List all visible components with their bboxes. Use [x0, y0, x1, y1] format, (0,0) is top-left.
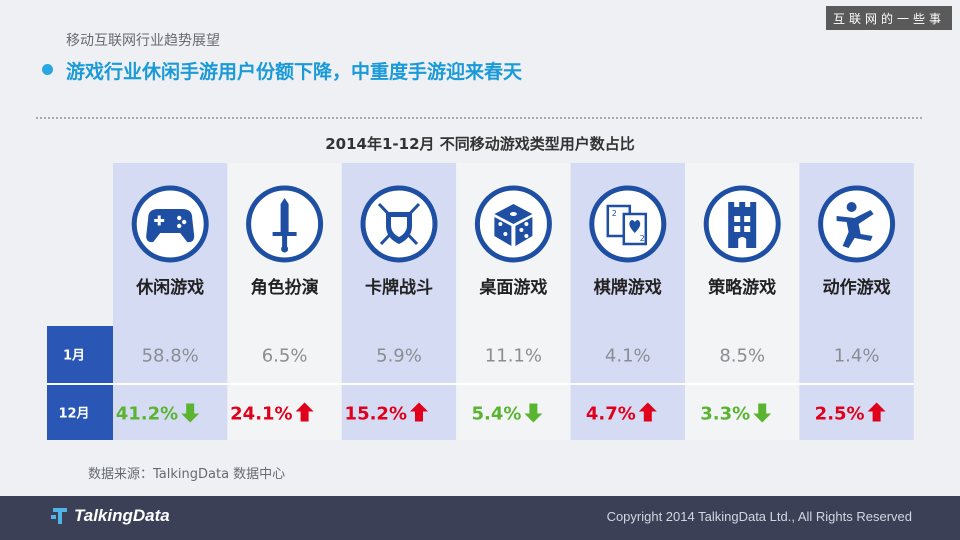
dice-icon [474, 185, 552, 263]
talkingdata-logo: TalkingData [50, 506, 170, 526]
row-label: 12月 [58, 407, 89, 422]
gamepad-icon [131, 185, 209, 263]
category-label: 休闲游戏 [135, 277, 204, 298]
row-label-cell [47, 326, 113, 383]
bullet-dot [42, 64, 53, 75]
svg-text:2: 2 [612, 209, 617, 218]
arrow-up-icon [867, 402, 886, 422]
row-separator [47, 383, 914, 385]
chart-title: 2014年1-12月 不同移动游戏类型用户数占比 [325, 135, 635, 153]
arrow-up-icon [638, 402, 657, 422]
jan-value-label: 6.5% [262, 346, 308, 367]
arrow-down-icon [753, 403, 772, 423]
copyright-text: Copyright 2014 TalkingData Ltd., All Rig… [606, 509, 912, 524]
jan-value-label: 5.9% [376, 346, 422, 367]
jan-value-label: 8.5% [719, 346, 765, 367]
arrow-down-icon [181, 403, 200, 423]
page-headline: 游戏行业休闲手游用户份额下降，中重度手游迎来春天 [66, 61, 523, 83]
playing-cards-icon: 22 [589, 185, 667, 263]
category-label: 桌面游戏 [479, 277, 547, 298]
category-label: 动作游戏 [823, 277, 891, 298]
dec-value-label: 2.5% [815, 404, 865, 425]
dec-value-label: 15.2% [345, 404, 407, 425]
castle-tower-icon [703, 185, 781, 263]
logo-text: TalkingData [74, 506, 170, 525]
arrow-up-icon [410, 402, 428, 422]
category-label: 角色扮演 [251, 277, 319, 298]
category-label: 棋牌游戏 [594, 277, 662, 298]
corner-tag: 互联网的一些事 [826, 6, 952, 30]
dec-value-label: 3.3% [700, 404, 750, 425]
jan-value-label: 4.1% [605, 346, 651, 367]
dotted-divider [36, 117, 922, 119]
section-title: 移动互联网行业趋势展望 [66, 33, 220, 49]
category-label: 卡牌战斗 [365, 277, 433, 298]
running-figure-icon [818, 185, 896, 263]
jan-value-label: 58.8% [142, 346, 199, 367]
dec-value-label: 41.2% [116, 404, 178, 425]
footer-bar: TalkingData Copyright 2014 TalkingData L… [0, 496, 960, 540]
row-label-cell [47, 385, 113, 440]
svg-text:2: 2 [640, 234, 645, 243]
row-label: 1月 [63, 349, 85, 364]
arrow-down-icon [524, 403, 543, 423]
jan-value-label: 1.4% [834, 346, 880, 367]
jan-value-label: 11.1% [485, 346, 542, 367]
dec-value-label: 24.1% [230, 404, 292, 425]
arrow-up-icon [295, 402, 314, 422]
data-source: 数据来源：TalkingData 数据中心 [88, 467, 286, 482]
sword-icon [246, 185, 324, 263]
dec-value-label: 4.7% [586, 404, 636, 425]
category-label: 策略游戏 [708, 277, 776, 298]
logo-mark-icon [51, 508, 67, 524]
shield-swords-icon [360, 185, 438, 263]
dec-value-label: 5.4% [471, 404, 521, 425]
